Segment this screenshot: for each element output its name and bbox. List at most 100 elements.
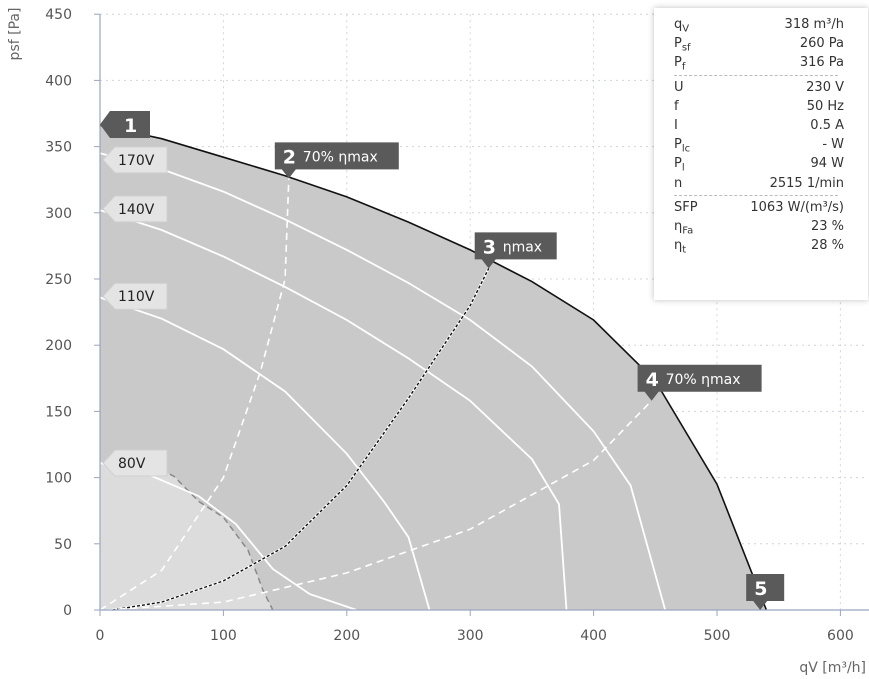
x-tick-label: 100: [210, 628, 237, 644]
y-tick-label: 0: [63, 603, 72, 619]
x-tick-label: 500: [704, 628, 731, 644]
voltage-tag-140v: 140V: [102, 195, 168, 223]
info-row: U 230 V: [674, 78, 868, 97]
info-label-subscript: sf: [681, 42, 691, 54]
marker-callout-shape: [746, 574, 785, 610]
cut-line-80v: [142, 459, 274, 611]
voltage-tag-170v: 170V: [102, 146, 168, 174]
x-tick-label: 300: [457, 628, 484, 644]
y-tick-label: 200: [45, 338, 72, 354]
x-tick-label: 0: [96, 628, 105, 644]
marker-number: 1: [124, 115, 137, 137]
info-row: Psf 260 Pa: [674, 34, 868, 54]
y-axis-title: psf [Pa]: [7, 8, 23, 61]
y-tick-label: 150: [45, 404, 72, 420]
info-row: SFP 1063 W/(m³/s): [674, 198, 868, 217]
y-tick-label: 300: [45, 206, 72, 222]
voltage-tags: 170V 140V 110V 80V: [102, 146, 168, 477]
info-row: qV 318 m³/h: [674, 15, 868, 35]
x-tick-label: 200: [333, 628, 360, 644]
info-value: 0.5 A: [810, 117, 844, 133]
info-row: n 2515 1/min: [674, 174, 868, 193]
info-value: 23 %: [810, 218, 844, 234]
marker-4: 4 70% ηmax: [637, 364, 762, 401]
info-label: qV: [674, 17, 690, 35]
voltage-tag-shape: [102, 146, 168, 174]
marker-3: 3 ηmax: [474, 232, 557, 269]
info-value: 316 Pa: [799, 55, 844, 71]
point-markers: 1 2 70% ηmax 3 ηmax 4 70% ηmax 5: [100, 111, 785, 610]
marker-label: ηmax: [503, 239, 542, 255]
info-label: ηFa: [674, 218, 694, 237]
marker-label: 70% ηmax: [666, 372, 741, 388]
marker-number: 3: [483, 236, 496, 258]
info-row: ηt 28 %: [674, 236, 868, 256]
marker-callout-shape: [637, 364, 762, 401]
info-label-subscript: Fa: [682, 225, 694, 237]
voltage-tag-110v: 110V: [102, 282, 168, 310]
info-label-subscript: lc: [681, 143, 691, 155]
info-label-subscript: f: [681, 61, 686, 73]
info-label-subscript: t: [682, 244, 687, 256]
x-tick-label: 600: [827, 628, 854, 644]
voltage-tag-label: 80V: [118, 456, 146, 472]
fan-curve-110v: [99, 296, 431, 611]
y-tick-label: 400: [45, 73, 72, 89]
info-value: 2515 1/min: [769, 175, 844, 191]
y-tick-label: 100: [45, 471, 72, 487]
efficiency-line-70pct: [99, 178, 290, 611]
info-label: U: [674, 79, 684, 95]
info-label: n: [674, 175, 683, 191]
info-label: Psf: [674, 36, 691, 54]
marker-callout-shape: [274, 142, 399, 179]
marker-2: 2 70% ηmax: [274, 142, 399, 179]
x-axis-title: qV [m³/h]: [799, 660, 866, 676]
operating-area-fill: [100, 125, 767, 611]
y-tick-label: 350: [45, 140, 72, 156]
info-value: 318 m³/h: [784, 17, 844, 32]
marker-number: 2: [283, 146, 296, 168]
marker-1: 1: [100, 111, 150, 138]
voltage-tag-80v: 80V: [102, 449, 168, 477]
marker-5: 5: [746, 574, 785, 610]
fan-curve-170v: [99, 152, 667, 611]
marker-number: 4: [646, 369, 659, 391]
voltage-tag-label: 140V: [118, 202, 155, 218]
y-tick-label: 250: [45, 272, 72, 288]
info-label: f: [674, 98, 679, 114]
info-value: - W: [822, 137, 844, 153]
info-label: Plc: [674, 137, 691, 155]
efficiency-lines: [99, 178, 653, 612]
voltage-tag-shape: [102, 449, 168, 477]
info-row: Pl 94 W: [674, 154, 868, 174]
voltage-tag-shape: [102, 282, 168, 310]
info-separator: [674, 194, 838, 196]
efficiency-line-max: [112, 268, 490, 611]
y-tick-label: 450: [45, 7, 72, 23]
y-tick-label: 50: [54, 537, 72, 553]
axes: 0 100 200 300 400 500 600050100150200250300350…: [45, 7, 869, 644]
voltage-tag-shape: [102, 195, 168, 223]
fan-curves: [99, 124, 768, 611]
info-value: 28 %: [810, 238, 844, 254]
info-label: SFP: [674, 199, 698, 215]
info-value: 1063 W/(m³/s): [750, 199, 844, 215]
low-speed-area-fill: [100, 460, 273, 610]
info-row: f 50 Hz: [674, 97, 868, 116]
info-label-subscript: l: [681, 162, 685, 174]
info-row: ηFa 23 %: [674, 217, 868, 237]
info-row: Pf 316 Pa: [674, 53, 868, 73]
info-value: 94 W: [810, 156, 844, 172]
marker-label: 70% ηmax: [303, 149, 378, 165]
fan-curve-max: [99, 124, 768, 611]
operating-point-panel: qV 318 m³/h Psf 260 Pa Pf 316 Pa U 230 V f 50 Hz I…: [654, 8, 868, 300]
info-label: Pf: [674, 55, 686, 73]
info-value: 50 Hz: [806, 98, 844, 114]
fan-curve-140v: [99, 209, 568, 611]
operating-area: [100, 125, 767, 611]
voltage-tag-label: 110V: [118, 289, 155, 305]
info-label: ηt: [674, 238, 687, 256]
info-label-subscript: V: [682, 23, 690, 35]
info-label: Pl: [674, 156, 685, 174]
info-row: Plc - W: [674, 135, 868, 155]
